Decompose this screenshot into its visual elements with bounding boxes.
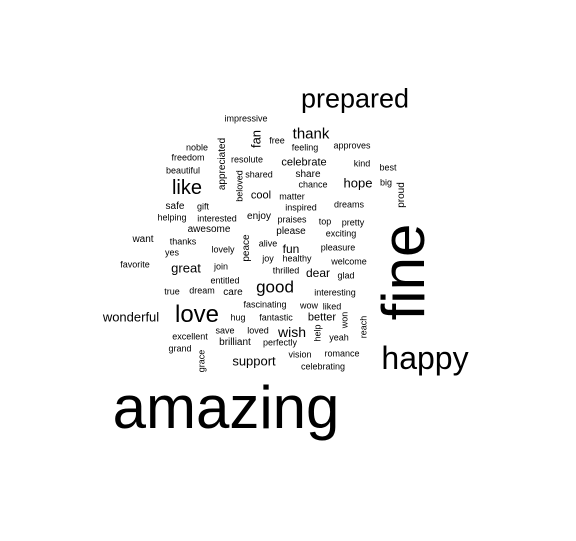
cloud-word: loved [247, 325, 269, 336]
cloud-word: good [256, 277, 294, 297]
cloud-word: awesome [187, 224, 231, 235]
cloud-word: matter [279, 191, 305, 202]
cloud-word: yeah [329, 332, 349, 343]
cloud-word: safe [165, 201, 185, 212]
cloud-word: wow [299, 300, 319, 311]
cloud-word: lovely [211, 244, 235, 255]
cloud-word: prepared [300, 83, 410, 114]
cloud-word: celebrating [300, 361, 346, 372]
cloud-word: beloved [234, 170, 245, 202]
cloud-word: joy [262, 253, 274, 264]
cloud-word: share [295, 169, 321, 180]
cloud-word: yes [164, 247, 180, 258]
cloud-word: fine [370, 223, 437, 321]
cloud-word: amazing [112, 374, 340, 441]
cloud-word: perfectly [262, 337, 298, 348]
cloud-word: entitled [210, 275, 240, 286]
cloud-word: appreciated [217, 137, 228, 191]
cloud-word: wonderful [102, 309, 160, 325]
cloud-word: beautiful [165, 165, 201, 176]
cloud-word: favorite [120, 259, 150, 270]
cloud-word: welcome [331, 256, 367, 267]
cloud-word: celebrate [281, 156, 327, 169]
cloud-word: free [269, 135, 285, 146]
cloud-word: brilliant [219, 337, 251, 348]
cloud-word: dream [189, 285, 215, 296]
cloud-word: fascinating [243, 299, 287, 310]
cloud-word: care [223, 287, 243, 298]
cloud-word: cool [250, 189, 272, 202]
cloud-word: proud [396, 182, 407, 208]
cloud-word: kind [353, 158, 371, 169]
cloud-word: dreams [333, 199, 365, 210]
cloud-word: grace [196, 349, 207, 373]
cloud-word: gift [196, 201, 210, 212]
cloud-word: freedom [171, 152, 205, 163]
cloud-word: peace [241, 234, 252, 262]
cloud-word: join [213, 261, 229, 272]
cloud-word: thrilled [272, 265, 300, 276]
cloud-word: excellent [172, 331, 208, 342]
cloud-word: pretty [341, 217, 365, 228]
cloud-word: support [232, 353, 276, 369]
cloud-word: chance [298, 179, 328, 190]
cloud-word: glad [337, 270, 355, 281]
cloud-word: approves [333, 140, 371, 151]
cloud-word: like [171, 177, 203, 199]
cloud-word: impressive [224, 113, 268, 124]
cloud-word: vision [288, 349, 312, 360]
cloud-word: true [164, 286, 180, 297]
cloud-word: shared [245, 169, 273, 180]
cloud-word: hug [230, 312, 246, 323]
cloud-word: feeling [291, 142, 319, 153]
cloud-word: best [379, 162, 397, 173]
cloud-word: thanks [169, 236, 197, 247]
cloud-word: wish [277, 324, 307, 340]
cloud-word: top [318, 216, 332, 227]
cloud-word: fun [282, 242, 300, 256]
cloud-word: inspired [285, 202, 317, 213]
cloud-word: resolute [230, 154, 264, 165]
cloud-word: won [339, 311, 350, 329]
cloud-word: interested [197, 213, 237, 224]
cloud-word: love [174, 301, 220, 328]
cloud-word: enjoy [247, 211, 271, 222]
cloud-word: liked [322, 301, 342, 312]
cloud-word: fantastic [259, 312, 293, 323]
cloud-word: grand [168, 343, 192, 354]
cloud-word: hope [343, 175, 373, 191]
cloud-word: exciting [325, 228, 357, 239]
cloud-word: happy [381, 340, 469, 376]
cloud-word: healthy [282, 253, 312, 264]
cloud-word: help [312, 324, 323, 342]
cloud-word: big [379, 177, 393, 188]
cloud-word: helping [157, 212, 187, 223]
cloud-word: please [276, 226, 306, 237]
cloud-word: reach [358, 315, 369, 339]
cloud-word: praises [277, 214, 307, 225]
cloud-word: thank [292, 125, 330, 143]
cloud-word: save [215, 325, 235, 336]
cloud-word: noble [185, 142, 209, 153]
cloud-word: better [307, 311, 337, 324]
cloud-word: dear [305, 266, 331, 280]
cloud-word: alive [258, 238, 278, 249]
cloud-word: fan [248, 129, 264, 149]
cloud-word: romance [324, 348, 360, 359]
cloud-word: want [132, 234, 154, 245]
cloud-word: great [171, 260, 201, 276]
cloud-word: pleasure [320, 242, 356, 253]
cloud-word: interesting [314, 287, 356, 298]
